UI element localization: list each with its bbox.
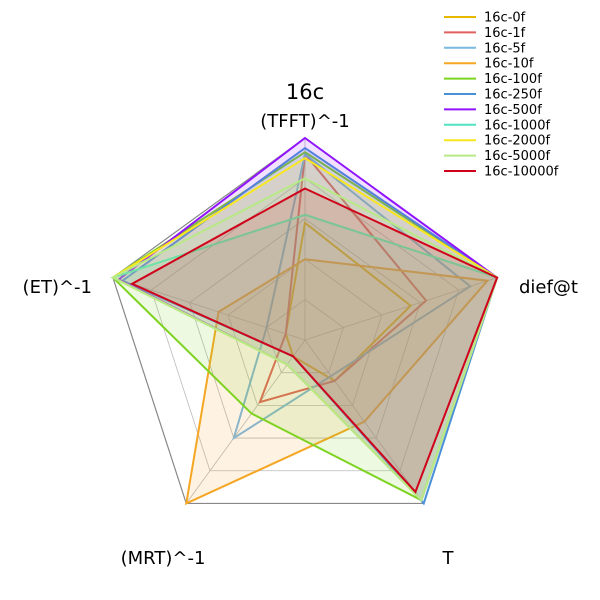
legend: 16c-0f16c-1f16c-5f16c-10f16c-100f16c-250… (444, 11, 559, 180)
series-16c-1f (258, 151, 428, 404)
chart-title: 16c (286, 80, 324, 104)
legend-label: 16c-500f (484, 103, 542, 118)
legend-label: 16c-0f (484, 11, 526, 26)
legend-label: 16c-10000f (484, 165, 559, 180)
axis-label-tfft-1: (TFFT)^-1 (260, 111, 349, 132)
legend-label: 16c-250f (484, 88, 542, 103)
axis-label-et-1: (ET)^-1 (23, 277, 92, 298)
axis-labels: (TFFT)^-1 dief@t T (MRT)^-1 (ET)^-1 (23, 111, 578, 569)
legend-label: 16c-1f (484, 26, 526, 41)
legend-label: 16c-5f (484, 41, 526, 56)
axis-spoke (185, 339, 306, 504)
grid-ring (150, 177, 460, 472)
series-16c-10f (184, 258, 490, 506)
legend-label: 16c-10f (484, 57, 534, 72)
legend-label: 16c-1000f (484, 118, 550, 133)
axis-spoke (112, 277, 306, 341)
axis-spoke (304, 277, 498, 341)
legend-label: 16c-100f (484, 72, 542, 87)
grid-ring (189, 218, 421, 439)
grid-ring (266, 299, 344, 374)
legend-label: 16c-5000f (484, 149, 550, 164)
axis-label-mrt-1: (MRT)^-1 (121, 548, 206, 569)
legend-label: 16c-2000f (484, 134, 550, 149)
series-16c-5000f (110, 177, 499, 503)
radar-series (110, 136, 499, 506)
series-16c-10000f (129, 187, 499, 494)
series-16c-5f (232, 152, 472, 441)
grid-ring (227, 258, 383, 406)
axis-label-dief-t: dief@t (519, 277, 578, 298)
axis-label-t: T (442, 548, 455, 569)
series-16c-0f (284, 221, 413, 383)
